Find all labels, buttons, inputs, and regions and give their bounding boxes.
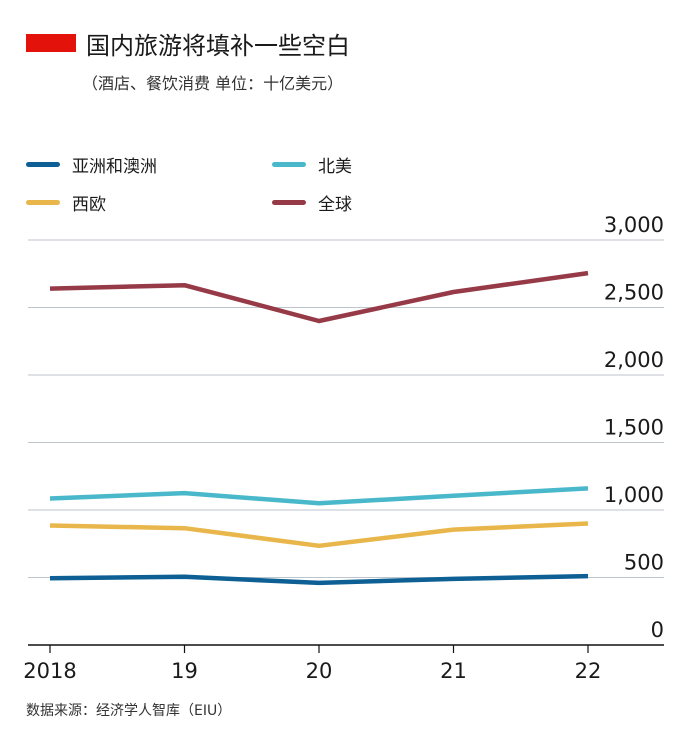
legend: 亚洲和澳洲 北美 西欧 全球: [26, 152, 446, 222]
legend-swatch-western-europe: [26, 200, 60, 205]
legend-item-western-europe: 西欧: [26, 190, 106, 215]
legend-label-asia-australia: 亚洲和澳洲: [72, 157, 157, 177]
legend-swatch-north-america: [272, 162, 306, 167]
y-tick-label-1000: 1,000: [604, 483, 664, 507]
x-tick-label-2018: 2018: [23, 659, 76, 683]
x-tick-label-21: 21: [440, 659, 467, 683]
y-tick-label-0: 0: [651, 618, 664, 642]
x-tick-label-22: 22: [575, 659, 602, 683]
legend-label-global: 全球: [318, 195, 352, 215]
y-tick-label-2500: 2,500: [604, 281, 664, 305]
y-tick-label-3000: 3,000: [604, 213, 664, 237]
legend-swatch-asia-australia: [26, 162, 60, 167]
title-marker: [26, 34, 76, 52]
y-tick-label-2000: 2,000: [604, 348, 664, 372]
chart-subtitle: （酒店、餐饮消费 单位：十亿美元）: [82, 74, 344, 93]
legend-item-north-america: 北美: [272, 152, 352, 177]
source-note: 数据来源：经济学人智库（EIU）: [26, 703, 232, 719]
chart-title: 国内旅游将填补一些空白: [86, 32, 350, 60]
legend-label-western-europe: 西欧: [72, 195, 106, 215]
legend-item-global: 全球: [272, 190, 352, 215]
y-tick-label-1500: 1,500: [604, 416, 664, 440]
x-tick-label-19: 19: [171, 659, 198, 683]
x-tick-label-20: 20: [306, 659, 333, 683]
legend-item-asia-australia: 亚洲和澳洲: [26, 152, 157, 177]
series-line-global: [49, 270, 589, 324]
series-line-asia-australia: [49, 573, 589, 586]
series-line-north-america: [49, 486, 589, 506]
series-line-western-europe: [49, 521, 589, 549]
y-tick-label-500: 500: [624, 551, 664, 575]
legend-swatch-global: [272, 200, 306, 205]
legend-label-north-america: 北美: [318, 157, 352, 177]
